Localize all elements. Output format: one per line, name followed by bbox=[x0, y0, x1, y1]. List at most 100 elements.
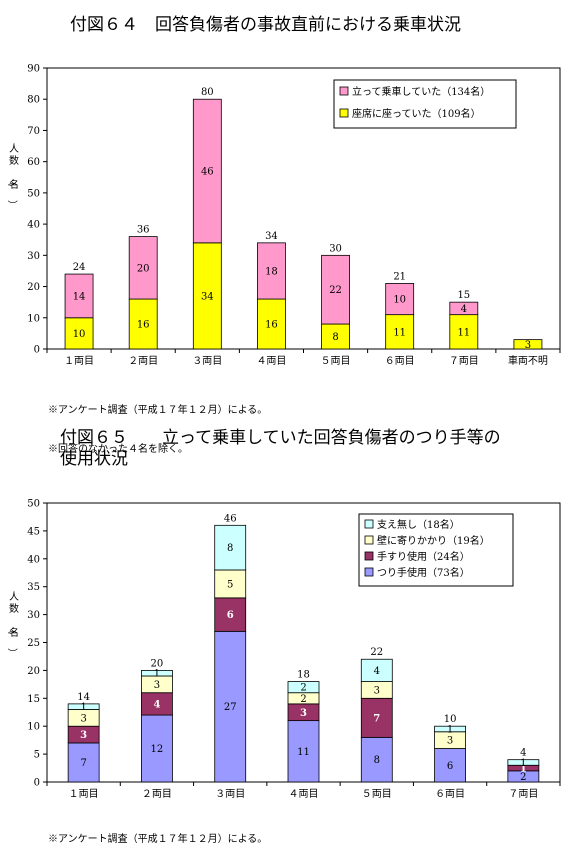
chart-2-bar-2-series-1 bbox=[141, 714, 173, 783]
chart-1-bar-2-series-2 bbox=[128, 236, 158, 300]
chart-2-legend-box bbox=[358, 513, 514, 587]
chart-1-total-label: 15 bbox=[457, 290, 470, 301]
chart-1-data-label: 4 bbox=[461, 304, 467, 315]
chart-1-note-1: ※アンケート調査（平成１７年１２月）による。 bbox=[48, 405, 268, 416]
chart-2-bar-5-series-2 bbox=[360, 697, 393, 738]
chart-1-legend-swatch bbox=[339, 108, 349, 118]
chart-1-legend-label: 座席に座っていた（109名） bbox=[352, 107, 481, 120]
chart-2-data-label: 3 bbox=[374, 685, 380, 696]
chart-2-category-label: ６両目 bbox=[435, 789, 465, 800]
chart-1-total-label: 24 bbox=[73, 262, 86, 273]
chart-1-notes: ※アンケート調査（平成１７年１２月）による。 ※回答のなかった４名を除く。 bbox=[48, 378, 267, 469]
chart-2-ytick-label: 10 bbox=[27, 722, 40, 733]
chart-2-bar-7-series-4 bbox=[507, 759, 540, 766]
chart-2-ylabel: 人数 （名 ） bbox=[6, 591, 19, 658]
chart-1-data-label: 16 bbox=[265, 320, 278, 331]
chart-2-title: 付図６５ 立って乗車していた回答負傷者のつり手等の 使用状況 bbox=[60, 428, 501, 469]
chart-2-data-label: 3 bbox=[80, 713, 86, 724]
chart-2-data-label: 4 bbox=[153, 699, 160, 710]
chart-2-legend-swatch bbox=[364, 519, 374, 529]
chart-1-ytick-label: 10 bbox=[27, 313, 40, 324]
chart-2-bar-4-series-1 bbox=[287, 720, 320, 783]
chart-1-data-label: 34 bbox=[201, 291, 214, 302]
chart-2-data-label: 3 bbox=[80, 730, 87, 741]
chart-2-ytick-label: 45 bbox=[27, 526, 40, 537]
chart-2-legend-swatch bbox=[364, 551, 374, 561]
chart-2-data-label: 1 bbox=[520, 758, 526, 769]
chart-2-category-label: １両目 bbox=[69, 789, 99, 800]
chart-1-data-label: 16 bbox=[137, 320, 150, 331]
chart-1-ylabel: 人数 （名 ） bbox=[6, 143, 19, 210]
chart-2-legend-label: 手すり使用（24名） bbox=[377, 550, 470, 563]
chart-1-data-label: 11 bbox=[457, 327, 470, 338]
chart-1-ylabel-char: 人 bbox=[9, 143, 19, 155]
chart-2-bar-5-series-1 bbox=[360, 736, 393, 783]
chart-2-legend-label: つり手使用（73名） bbox=[377, 566, 470, 579]
chart-1-legend-box bbox=[333, 79, 517, 129]
chart-1-ytick-label: 70 bbox=[27, 126, 40, 137]
chart-2-data-label: 2 bbox=[520, 772, 526, 783]
chart-1-bar-3-series-2 bbox=[192, 98, 222, 244]
chart-2-ytick-label: 5 bbox=[34, 750, 40, 761]
chart-1-ytick-label: 90 bbox=[27, 64, 40, 75]
chart-1-total-label: 80 bbox=[201, 87, 214, 98]
chart-1-data-label: 3 bbox=[525, 340, 531, 351]
chart-2-bar-2-series-4 bbox=[141, 670, 173, 677]
chart-1-ytick-label: 30 bbox=[27, 251, 40, 262]
chart-2-total-label: 46 bbox=[224, 513, 237, 524]
chart-2-ylabel-char: 名 bbox=[9, 626, 19, 639]
chart-2-data-label: 2 bbox=[300, 694, 306, 705]
chart-1-data-label: 11 bbox=[393, 327, 406, 338]
chart-1-data-label: 8 bbox=[332, 332, 338, 343]
chart-1-category-label: ４両目 bbox=[256, 356, 286, 367]
chart-1-bar-5-series-2 bbox=[321, 254, 350, 325]
chart-2-legend-label: 支え無し（18名） bbox=[377, 518, 460, 531]
chart-1-category-label: 車両不明 bbox=[508, 354, 548, 367]
chart-1-category-label: ７両目 bbox=[449, 356, 479, 367]
chart-2-ytick-label: 20 bbox=[27, 666, 40, 677]
chart-1-legend-swatch bbox=[339, 86, 349, 96]
chart-1-ylabel-char: （ bbox=[6, 176, 18, 186]
chart-2-total-label: 20 bbox=[151, 658, 164, 669]
chart-1-ytick-label: 0 bbox=[34, 345, 40, 356]
chart-1-bar-3-series-1 bbox=[192, 242, 222, 350]
chart-2-data-label: 8 bbox=[374, 755, 380, 766]
chart-1-bar-4-series-2 bbox=[257, 242, 286, 300]
chart-1-ytick-label: 80 bbox=[27, 95, 40, 106]
chart-1-data-label: 46 bbox=[201, 167, 214, 178]
chart-1-bar-6-series-1 bbox=[385, 314, 415, 350]
chart-2-legend-swatch bbox=[364, 535, 374, 545]
chart-1-bar-7-series-1 bbox=[449, 314, 479, 350]
chart-2-ylabel-char: （ bbox=[6, 624, 18, 634]
chart-1-bar-6-series-2 bbox=[385, 283, 415, 316]
chart-2-data-label: 4 bbox=[374, 666, 380, 677]
chart-1-ytick-label: 40 bbox=[27, 220, 40, 231]
chart-2-category-label: ２両目 bbox=[142, 789, 172, 800]
chart-2-category-label: ４両目 bbox=[289, 789, 319, 800]
chart-2-data-label: 12 bbox=[151, 744, 164, 755]
chart-1-bar-1-series-1 bbox=[64, 317, 94, 350]
chart-2-data-label: 3 bbox=[447, 736, 453, 747]
chart-1-ylabel-char: 数 bbox=[9, 154, 19, 167]
chart-2-note-1: ※アンケート調査（平成１７年１２月）による。 bbox=[48, 834, 268, 845]
chart-2-data-label: 2 bbox=[300, 683, 306, 694]
chart-1-category-label: ２両目 bbox=[128, 356, 158, 367]
chart-2-ytick-label: 15 bbox=[27, 694, 40, 705]
chart-2-total-label: 4 bbox=[520, 748, 526, 759]
chart-1-bar-8-series-1 bbox=[513, 339, 543, 350]
chart-2-data-label: 1 bbox=[80, 702, 86, 713]
chart-2-data-label: 1 bbox=[447, 724, 453, 735]
chart-2-bar-1-series-4 bbox=[67, 703, 100, 710]
chart-2-ytick-label: 40 bbox=[27, 554, 40, 565]
chart-2-category-label: ７両目 bbox=[508, 789, 538, 800]
chart-2-ylabel-char: 数 bbox=[9, 602, 19, 615]
chart-2-bar-3-series-3 bbox=[214, 569, 247, 599]
chart-1-title: 付図６４ 回答負傷者の事故直前における乗車状況 bbox=[70, 15, 461, 35]
chart-1-data-label: 20 bbox=[137, 263, 150, 274]
chart-1-total-label: 21 bbox=[393, 271, 406, 282]
chart-2-ytick-label: 35 bbox=[27, 582, 40, 593]
chart-2-bar-3-series-4 bbox=[214, 524, 247, 571]
chart-2-bar-5-series-4 bbox=[360, 658, 393, 682]
chart-1-bar-4-series-1 bbox=[257, 298, 286, 350]
